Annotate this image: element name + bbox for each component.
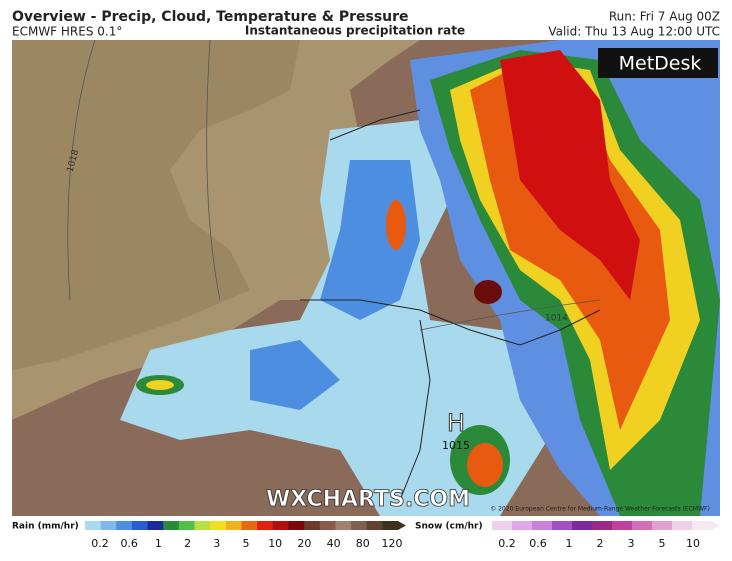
snow-tick-label: 5 (659, 537, 666, 550)
colorbar-cell (304, 521, 321, 530)
snow-legend-title: Snow (cm/hr) (415, 522, 483, 532)
colorbar-cell (632, 521, 653, 530)
colorbar-cell (210, 521, 227, 530)
model: ECMWF HRES 0.1° (12, 25, 122, 39)
colorbar-cell (351, 521, 368, 530)
colorbar-cell (257, 521, 274, 530)
colorbar-cell (225, 521, 242, 530)
colorbar-cell (100, 521, 117, 530)
logo: MetDesk (619, 53, 702, 75)
colorbar-cell (131, 521, 149, 530)
rain-tick-label: 2 (184, 537, 191, 550)
colorbar-cell (382, 521, 399, 530)
snow-tick-label: 3 (628, 537, 635, 550)
colorbar-cell (288, 521, 305, 530)
rain-tick-label: 120 (382, 537, 403, 550)
snow-tick-label: 2 (597, 537, 604, 550)
snow-tick-label: 0.2 (498, 537, 516, 550)
isobar-label: 1014 (545, 314, 568, 324)
logo-box (598, 48, 718, 78)
copyright: © 2020 European Centre for Medium-Range … (490, 506, 710, 513)
legend: 0.2 0.6 1 2 3 5 10 20 40 80 120 0.2 0.6 1 2 3 5 10 (85, 521, 720, 550)
colorbar-cell (85, 521, 102, 530)
high-pressure: 1015 (442, 439, 470, 452)
high-symbol: H (447, 409, 465, 437)
colorbar-arrow (712, 521, 720, 530)
colorbar-cell (272, 521, 289, 530)
rain-tick-label: 1 (155, 537, 162, 550)
snow-tick-label: 10 (686, 537, 700, 550)
colorbar-cell (366, 521, 383, 530)
colorbar-cell (512, 521, 533, 530)
colorbar-cell (552, 521, 573, 530)
rain-tick-label: 80 (356, 537, 370, 550)
watermark: WXCHARTS.COM (266, 487, 470, 512)
title: Overview - Precip, Cloud, Temperature & … (12, 9, 409, 25)
rain-tick-label: 20 (297, 537, 311, 550)
rain-tick-label: 10 (268, 537, 282, 550)
colorbar-cell (147, 521, 164, 530)
rain-tick-label: 40 (327, 537, 341, 550)
valid: Valid: Thu 13 Aug 12:00 UTC (548, 25, 720, 39)
snow-tick-label: 0.6 (529, 537, 547, 550)
rain-tick-label: 0.2 (91, 537, 109, 550)
rain-tick-label: 0.6 (120, 537, 138, 550)
colorbar-cell (692, 521, 713, 530)
colorbar-arrow (398, 521, 406, 530)
colorbar-cell (163, 521, 180, 530)
product: Instantaneous precipitation rate (245, 24, 465, 38)
map: 1018 1014 H 1015 WXCHARTS.COM © 2020 Eur… (12, 40, 720, 516)
colorbar-cell (319, 521, 336, 530)
colorbar-cell (592, 521, 613, 530)
colorbar-cell (652, 521, 673, 530)
colorbar-cell (335, 521, 352, 530)
snow-tick-label: 1 (566, 537, 573, 550)
borders (300, 109, 601, 501)
colorbar-cell (492, 521, 513, 530)
colorbar-cell (116, 521, 133, 530)
colorbar-cell (241, 521, 258, 530)
colorbar-cell (194, 521, 211, 530)
rain-legend-title: Rain (mm/hr) (12, 522, 79, 532)
land-uk (12, 40, 300, 370)
colorbar-cell (572, 521, 593, 530)
colorbar-cell (178, 521, 196, 530)
colorbar-cell (532, 521, 553, 530)
colorbar-cell (672, 521, 693, 530)
isobar-lines (67, 40, 601, 331)
rain-tick-label: 3 (213, 537, 220, 550)
rain-field (120, 40, 720, 516)
rain-tick-label: 5 (243, 537, 250, 550)
run: Run: Fri 7 Aug 00Z (609, 10, 720, 24)
colorbar-cell (612, 521, 633, 530)
